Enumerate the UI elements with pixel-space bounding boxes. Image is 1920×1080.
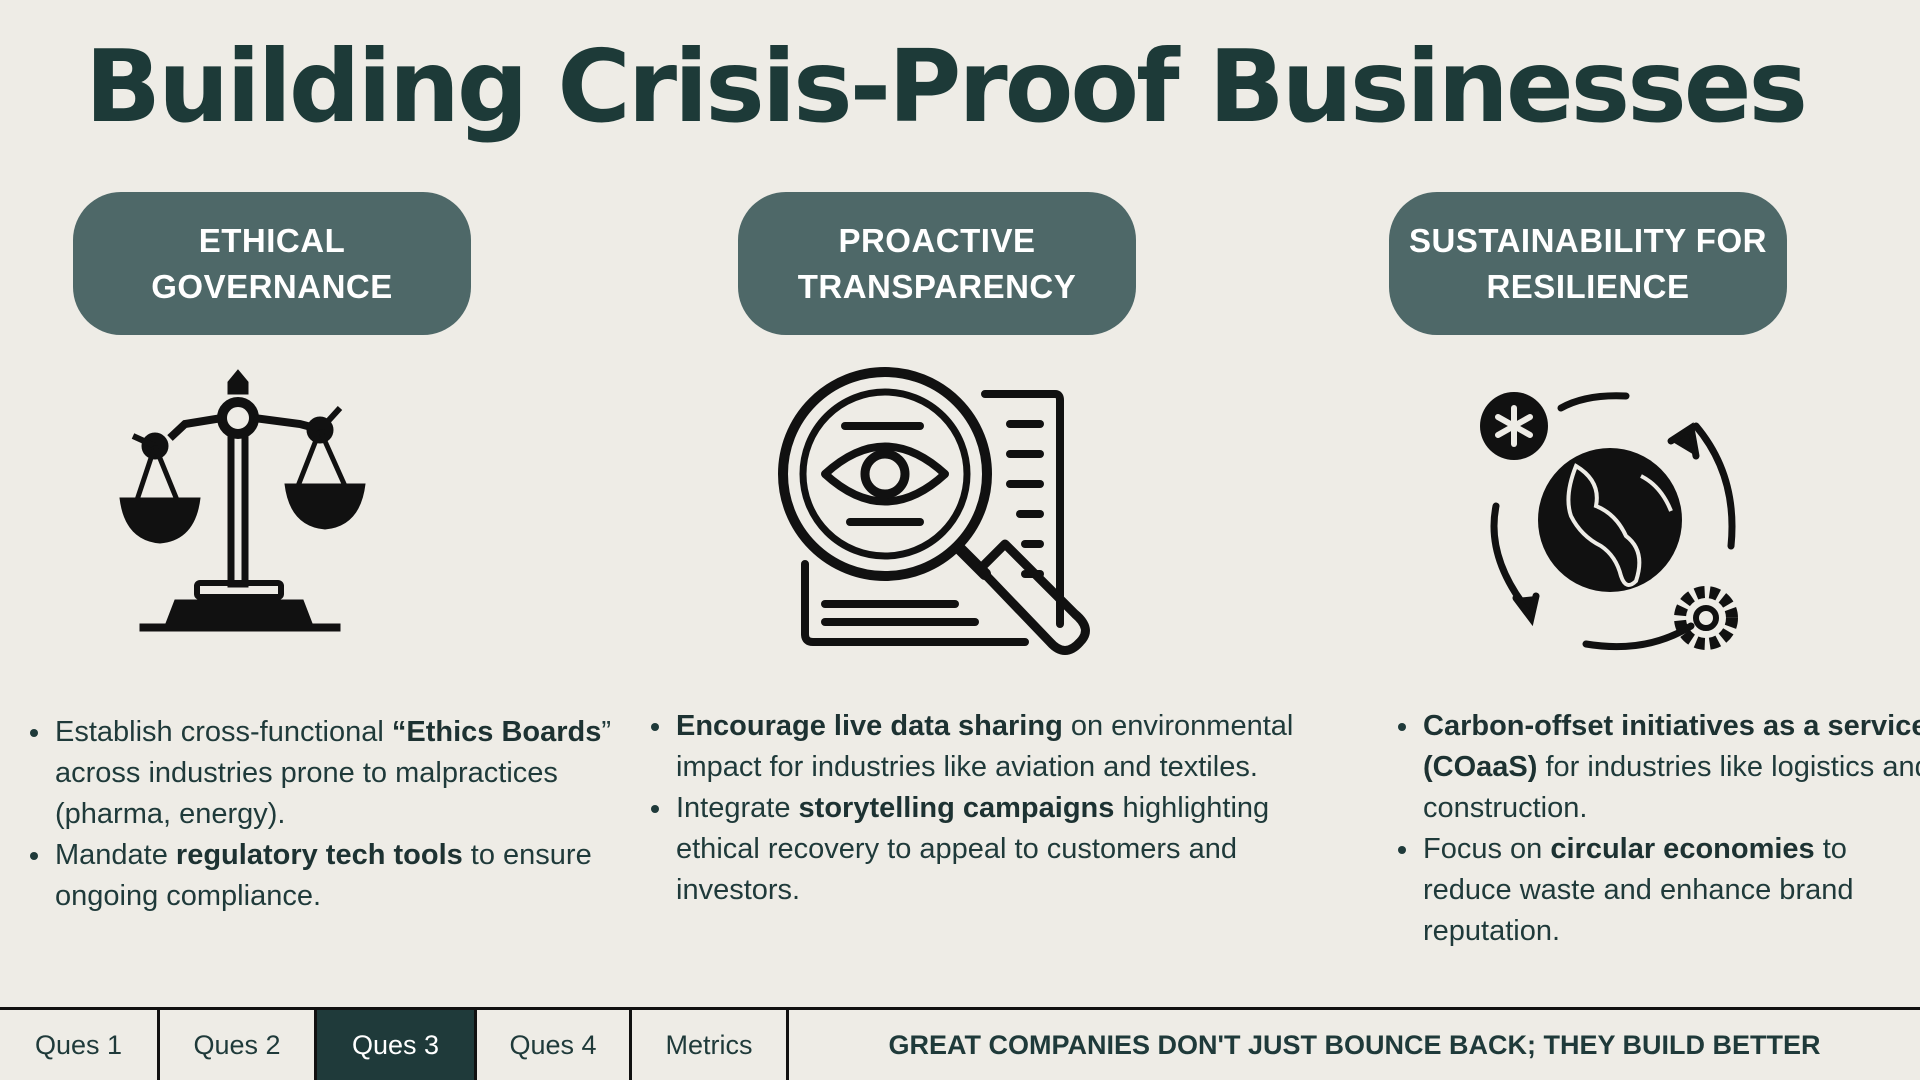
tab-ques-3[interactable]: Ques 3 — [317, 1010, 477, 1080]
bottom-navigation: Ques 1 Ques 2 Ques 3 Ques 4 Metrics GREA… — [0, 1007, 1920, 1080]
heading-line: ETHICAL — [198, 221, 346, 259]
heading-line: TRANSPARENCY — [797, 267, 1077, 305]
tab-ques-4[interactable]: Ques 4 — [477, 1010, 632, 1080]
tab-ques-2[interactable]: Ques 2 — [160, 1010, 317, 1080]
list-item: Integrate storytelling campaigns highlig… — [674, 788, 1314, 911]
bullet-list-governance: Establish cross-functional “Ethics Board… — [25, 712, 653, 917]
footer-motto: GREAT COMPANIES DON'T JUST BOUNCE BACK; … — [888, 1029, 1821, 1060]
heading-line: RESILIENCE — [1486, 267, 1690, 305]
heading-line: GOVERNANCE — [151, 267, 393, 305]
heading-line: SUSTAINABILITY FOR — [1409, 221, 1767, 259]
heading-sustainability-resilience: SUSTAINABILITY FOR RESILIENCE — [1389, 192, 1787, 335]
bullet-list-transparency: Encourage live data sharing on environme… — [646, 706, 1314, 911]
tab-ques-1[interactable]: Ques 1 — [0, 1010, 160, 1080]
list-item: Mandate regulatory tech tools to ensure … — [53, 835, 653, 917]
scales-of-justice-icon — [119, 369, 366, 632]
heading-ethical-governance: ETHICAL GOVERNANCE — [73, 192, 471, 335]
tab-metrics[interactable]: Metrics — [632, 1010, 789, 1080]
globe-cycle-icon — [1480, 392, 1738, 651]
list-item: Encourage live data sharing on environme… — [674, 706, 1314, 788]
list-item: Focus on circular economies to reduce wa… — [1421, 829, 1920, 952]
page-title: Building Crisis-Proof Businesses — [84, 28, 1808, 145]
heading-line: PROACTIVE — [838, 221, 1036, 259]
list-item: Carbon-offset initiatives as a service (… — [1421, 706, 1920, 829]
list-item: Establish cross-functional “Ethics Board… — [53, 712, 653, 835]
heading-proactive-transparency: PROACTIVE TRANSPARENCY — [738, 192, 1136, 335]
bullet-list-sustainability: Carbon-offset initiatives as a service (… — [1393, 706, 1920, 952]
magnifier-eye-document-icon — [778, 367, 1090, 655]
